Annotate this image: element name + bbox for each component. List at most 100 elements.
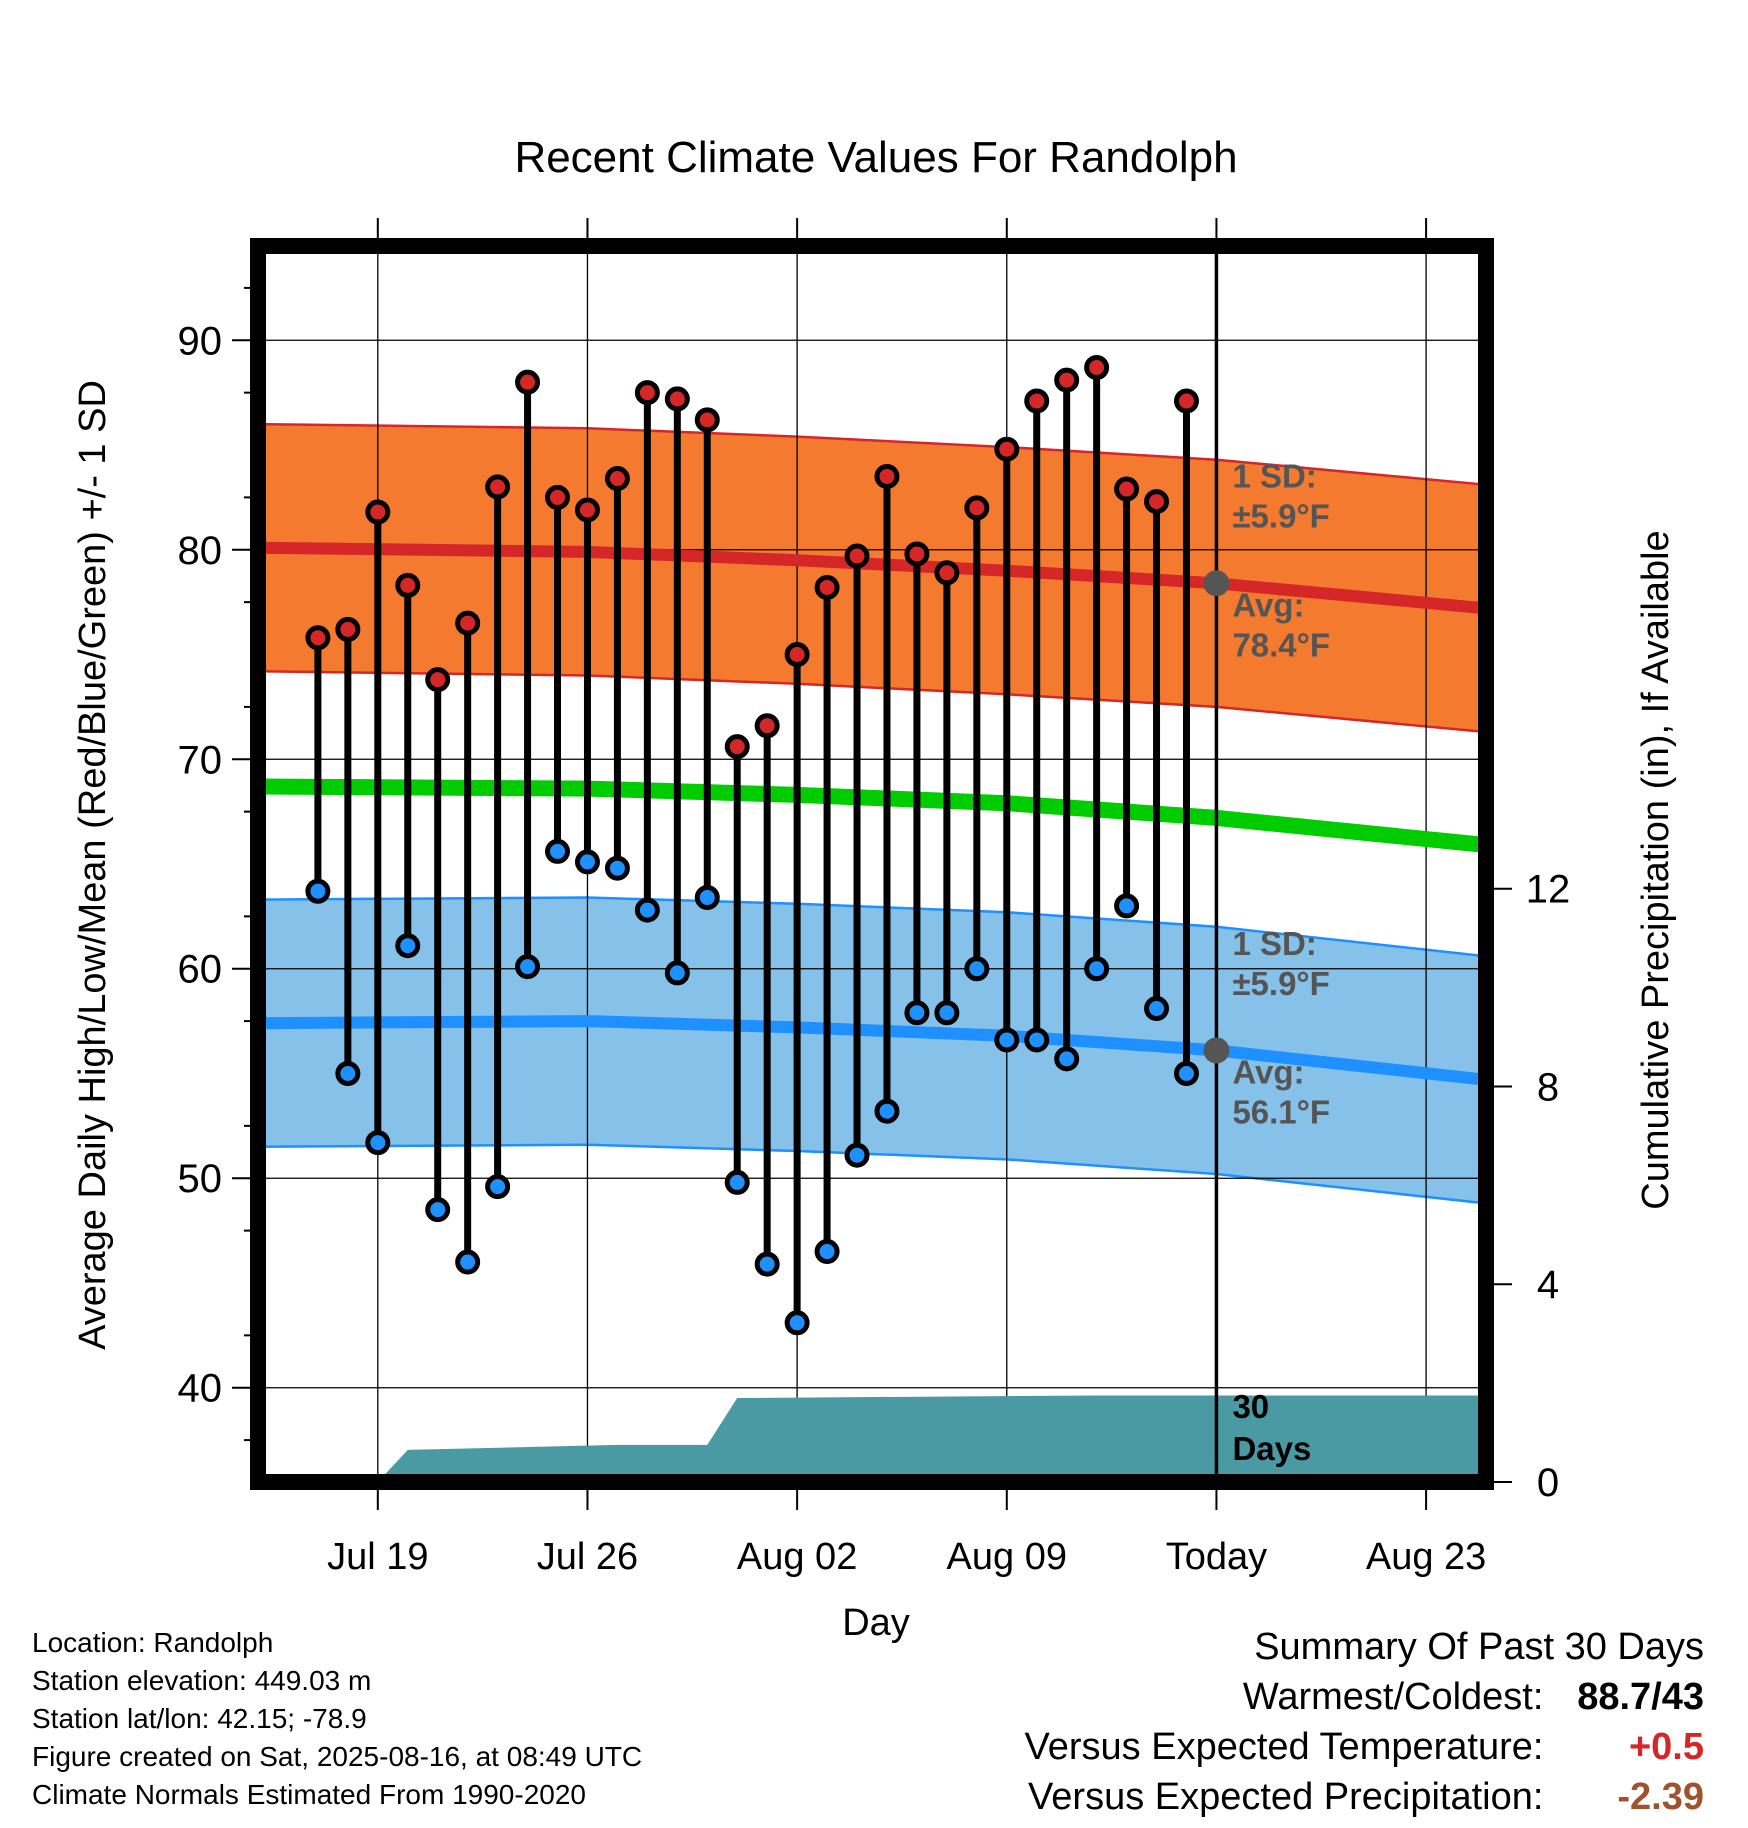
temp-value: +0.5 [1628,1726,1704,1768]
y2-axis-label: Cumulative Precipitation (in), If Availa… [1635,530,1677,1209]
y-tick-label: 80 [178,529,223,573]
daily-high-point [1084,355,1110,381]
daily-high-point [425,667,451,693]
low-sd-label: 1 SD: [1232,925,1316,962]
warm-cold-value: 88.7/43 [1577,1676,1704,1718]
x-tick-label: Aug 02 [737,1536,857,1578]
daily-low-point [485,1174,511,1200]
daily-low-point [425,1197,451,1223]
daily-high-point [844,543,870,569]
daily-low-point [844,1142,870,1168]
y2-tick-label: 8 [1537,1065,1559,1109]
daily-high-point [574,497,600,523]
daily-low-point [934,1000,960,1026]
warm-cold-label: Warmest/Coldest: [1242,1676,1544,1718]
daily-low-point [545,838,571,864]
y-tick-label: 40 [178,1367,223,1411]
daily-high-point [634,380,660,406]
y-tick-label: 60 [178,948,223,992]
daily-high-point [1054,367,1080,393]
days-number: 30 [1232,1388,1269,1425]
daily-low-point [515,954,541,980]
location-text: Location: Randolph [32,1627,274,1658]
summary-warm-cold: Warmest/Coldest: 88.7/43 [1243,1676,1704,1719]
created-text: Figure created on Sat, 2025-08-16, at 08… [32,1741,643,1772]
precip-area [377,1395,1486,1482]
daily-high-point [305,625,331,651]
daily-low-point [904,1000,930,1026]
days-word: Days [1232,1430,1311,1467]
daily-high-point [784,642,810,668]
high-band-upper-edge [258,422,1486,487]
high-sd-value: ±5.9°F [1232,498,1329,535]
low-avg-label: Avg: [1232,1053,1304,1090]
daily-low-point [574,849,600,875]
normal-low-line [258,1015,1486,1086]
x-tick-label: Aug 23 [1366,1536,1486,1578]
normal-high-line [258,541,1486,615]
daily-low-point [754,1251,780,1277]
daily-high-point [485,474,511,500]
daily-high-point [664,386,690,412]
daily-low-point [634,897,660,923]
daily-low-point [1173,1060,1199,1086]
precip-value: -2.39 [1617,1776,1704,1818]
daily-low-point [1084,956,1110,982]
daily-high-point [545,484,571,510]
daily-high-point [694,407,720,433]
low-sd-value: ±5.9°F [1232,965,1329,1002]
daily-low-point [814,1239,840,1265]
y2-tick-label: 0 [1537,1461,1559,1505]
normals-text: Climate Normals Estimated From 1990-2020 [32,1779,586,1810]
daily-high-point [455,610,481,636]
low-avg-value: 56.1°F [1232,1093,1330,1130]
summary-temp: Versus Expected Temperature: +0.5 [1025,1726,1704,1769]
daily-high-point [1173,388,1199,414]
daily-high-point [964,495,990,521]
high-avg-label: Avg: [1232,586,1304,623]
daily-low-point [784,1310,810,1336]
daily-low-point [335,1060,361,1086]
low-band-upper-edge [258,896,1486,958]
low-avg-marker [1203,1037,1230,1064]
x-tick-label: Jul 26 [537,1536,638,1578]
y-tick-label: 70 [178,738,223,782]
daily-low-point [604,855,630,881]
daily-low-point [1114,893,1140,919]
daily-low-point [305,878,331,904]
latlon-text: Station lat/lon: 42.15; -78.9 [32,1703,367,1734]
daily-low-point [994,1027,1020,1053]
precip-label: Versus Expected Precipitation: [1028,1776,1544,1818]
daily-high-point [1114,476,1140,502]
daily-low-point [964,956,990,982]
daily-high-point [395,572,421,598]
high-avg-marker [1203,570,1230,597]
daily-low-point [694,885,720,911]
normal-mean-line [258,778,1486,854]
high-band-lower-edge [258,670,1486,734]
daily-high-point [904,541,930,567]
x-axis-label: Day [842,1602,910,1644]
summary-precip: Versus Expected Precipitation: -2.39 [1028,1776,1704,1819]
daily-low-point [874,1098,900,1124]
daily-high-point [874,463,900,489]
daily-high-point [814,574,840,600]
high-sd-label: 1 SD: [1232,458,1316,495]
elevation-text: Station elevation: 449.03 m [32,1665,372,1696]
daily-high-point [365,499,391,525]
plot-frame [250,238,1494,1490]
daily-low-point [365,1130,391,1156]
daily-low-point [1054,1046,1080,1072]
daily-high-point [934,560,960,586]
daily-high-point [335,616,361,642]
chart-title: Recent Climate Values For Randolph [514,133,1237,182]
daily-high-point [1144,489,1170,515]
x-tick-label: Jul 19 [327,1536,428,1578]
y-axis-label: Average Daily High/Low/Mean (Red/Blue/Gr… [72,380,114,1350]
y-tick-label: 50 [178,1157,223,1201]
y-tick-label: 90 [178,319,223,363]
daily-low-point [455,1249,481,1275]
x-tick-label: Aug 09 [947,1536,1067,1578]
low-band-lower-edge [258,1143,1486,1205]
